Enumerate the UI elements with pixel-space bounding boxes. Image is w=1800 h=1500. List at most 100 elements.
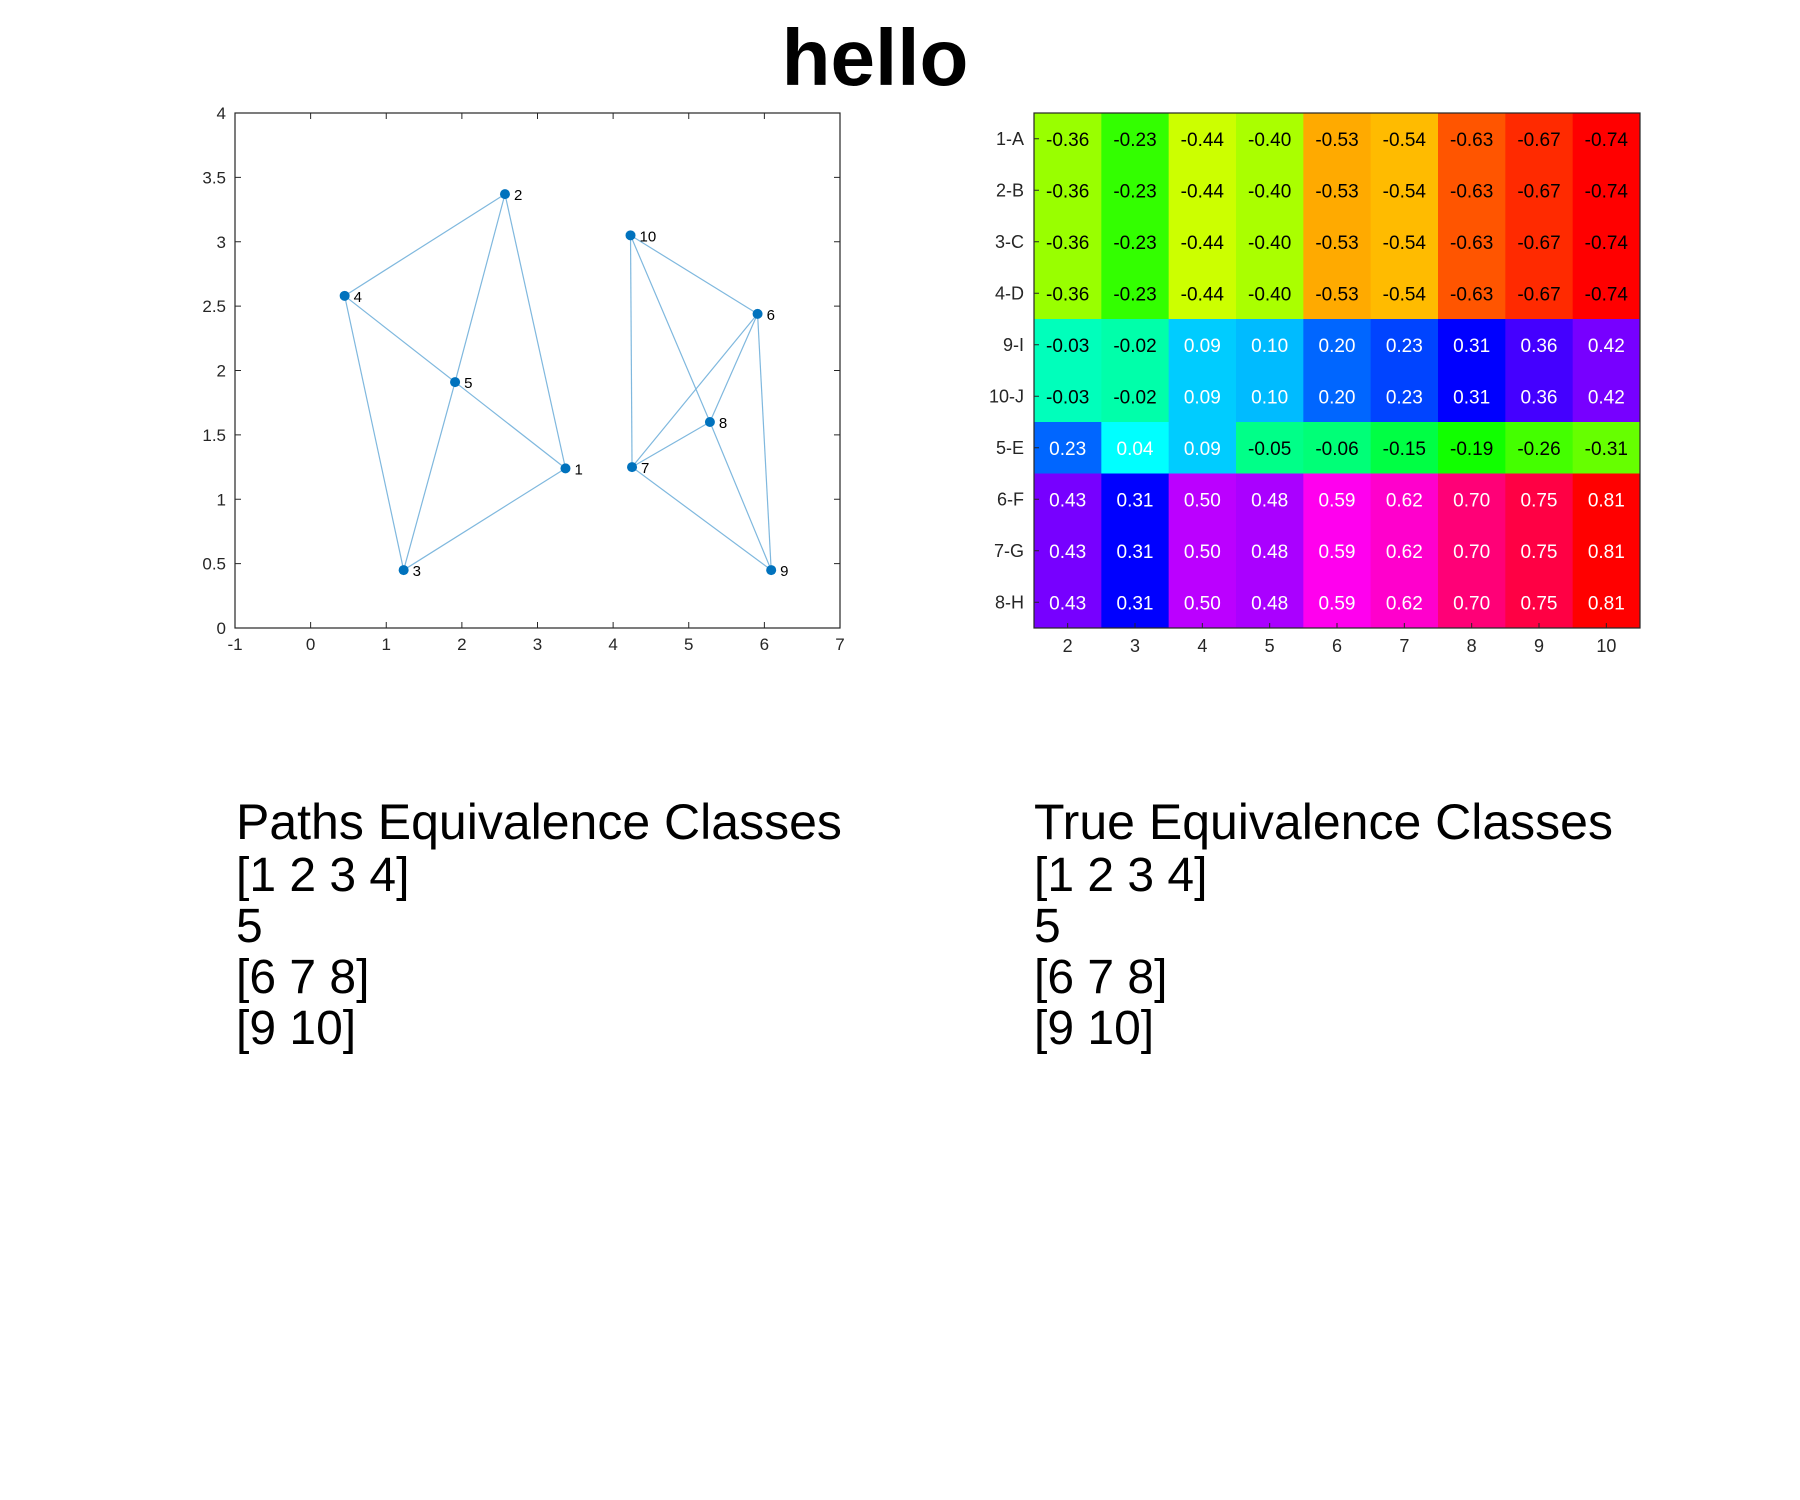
heatmap-cell-value: 0.59 bbox=[1319, 542, 1356, 563]
heatmap-cell bbox=[1370, 370, 1439, 423]
node-label: 4 bbox=[354, 289, 362, 306]
heatmap-cell-value: -0.63 bbox=[1450, 233, 1493, 254]
graph-edge bbox=[629, 235, 633, 468]
true-panel-title: True Equivalence Classes bbox=[1034, 794, 1613, 850]
heatmap-cell-value: -0.40 bbox=[1248, 130, 1291, 151]
heatmap-cell bbox=[1370, 525, 1439, 577]
heatmap-cell-value: 0.31 bbox=[1117, 490, 1154, 511]
heatmap-cell-value: 0.31 bbox=[1117, 593, 1154, 614]
heatmap-cell-value: 0.50 bbox=[1184, 490, 1221, 511]
heatmap-cell bbox=[1572, 267, 1641, 320]
heatmap-cell-value: 0.75 bbox=[1521, 490, 1558, 511]
heatmap-cell-value: 0.62 bbox=[1386, 490, 1423, 511]
x-tick-label: 2 bbox=[457, 635, 466, 654]
heatmap-row-label: 4-D bbox=[995, 283, 1024, 303]
heatmap-cell-value: -0.40 bbox=[1248, 181, 1291, 202]
heatmap-cell-value: -0.54 bbox=[1383, 284, 1427, 305]
heatmap-chart: -0.36 -0.23 -0.44 -0.40 -0.53 -0.54 -0.63 -0.67… bbox=[989, 112, 1641, 656]
x-tick-label: 6 bbox=[760, 635, 769, 654]
heatmap-cell bbox=[1303, 216, 1372, 268]
heatmap-cell-value: -0.44 bbox=[1181, 233, 1225, 254]
heatmap-cell bbox=[1505, 370, 1574, 423]
heatmap-cell-value: 0.31 bbox=[1453, 336, 1490, 357]
heatmap-row-label: 6-F bbox=[997, 489, 1024, 509]
main-title: hello bbox=[781, 13, 969, 102]
heatmap-cell-value: 0.20 bbox=[1319, 387, 1356, 408]
heatmap-cell bbox=[1034, 525, 1102, 577]
heatmap-cell bbox=[1438, 473, 1506, 526]
true-class-line: [1 2 3 4] bbox=[1034, 849, 1208, 902]
heatmap-cell-value: -0.40 bbox=[1248, 284, 1291, 305]
heatmap-cell-value: -0.36 bbox=[1046, 284, 1089, 305]
graph-edge bbox=[756, 313, 772, 571]
graph-node bbox=[339, 290, 350, 301]
heatmap-cell-value: 0.62 bbox=[1386, 542, 1423, 563]
graph-edge bbox=[454, 381, 566, 469]
heatmap-cell-value: 0.09 bbox=[1184, 387, 1221, 408]
heatmap-cell bbox=[1236, 113, 1304, 165]
heatmap-cell bbox=[1168, 422, 1237, 474]
heatmap-cell-value: -0.54 bbox=[1383, 130, 1427, 151]
heatmap-cell bbox=[1370, 164, 1439, 217]
heatmap-cell-value: -0.31 bbox=[1585, 439, 1628, 460]
heatmap-cell bbox=[1168, 525, 1237, 577]
heatmap-cell-value: -0.05 bbox=[1248, 439, 1291, 460]
y-tick-label: 4 bbox=[217, 104, 226, 123]
heatmap-cell bbox=[1303, 576, 1372, 629]
heatmap-cell bbox=[1303, 164, 1372, 217]
heatmap-cell bbox=[1101, 370, 1170, 423]
heatmap-cell-value: 0.20 bbox=[1319, 336, 1356, 357]
heatmap-cell bbox=[1168, 113, 1237, 165]
heatmap-cell-value: 0.09 bbox=[1184, 336, 1221, 357]
heatmap-cell-value: 0.31 bbox=[1117, 542, 1154, 563]
graph-node bbox=[398, 565, 409, 576]
heatmap-cell-value: 0.43 bbox=[1049, 490, 1086, 511]
paths-class-line: [6 7 8] bbox=[236, 951, 370, 1004]
heatmap-cell bbox=[1034, 473, 1102, 526]
heatmap-cell bbox=[1370, 576, 1439, 629]
graph-node bbox=[766, 565, 777, 576]
heatmap-cell bbox=[1572, 319, 1641, 371]
heatmap-cell-value: -0.63 bbox=[1450, 130, 1493, 151]
heatmap-cell bbox=[1303, 473, 1372, 526]
node-label: 6 bbox=[767, 307, 775, 324]
heatmap-cell-value: 0.10 bbox=[1251, 387, 1288, 408]
y-tick-label: 1 bbox=[217, 490, 226, 509]
heatmap-cell bbox=[1168, 473, 1237, 526]
x-tick-label: 5 bbox=[684, 635, 693, 654]
heatmap-cell bbox=[1370, 113, 1439, 165]
heatmap-cell-value: 0.10 bbox=[1251, 336, 1288, 357]
heatmap-cell-value: 0.70 bbox=[1453, 593, 1490, 614]
heatmap-cell bbox=[1505, 473, 1574, 526]
graph-edge bbox=[344, 295, 456, 383]
heatmap-cell bbox=[1303, 370, 1372, 423]
heatmap-col-label: 4 bbox=[1197, 636, 1207, 656]
heatmap-row-label: 2-B bbox=[996, 180, 1024, 200]
heatmap-cell bbox=[1572, 370, 1641, 423]
heatmap-col-label: 6 bbox=[1332, 636, 1342, 656]
graph-edge bbox=[344, 193, 506, 297]
node-label: 2 bbox=[514, 187, 522, 204]
graph-node bbox=[560, 463, 571, 474]
heatmap-cell bbox=[1236, 319, 1304, 371]
heatmap-cell bbox=[1034, 164, 1102, 217]
heatmap-cell bbox=[1168, 267, 1237, 320]
heatmap-cell bbox=[1438, 216, 1506, 268]
true-equivalence-panel: True Equivalence Classes [1 2 3 4] 5 [6 … bbox=[1034, 794, 1613, 1054]
heatmap-cell-value: -0.19 bbox=[1450, 439, 1493, 460]
heatmap-cell-value: 0.31 bbox=[1453, 387, 1490, 408]
heatmap-cell bbox=[1370, 267, 1439, 320]
heatmap-cell-value: -0.36 bbox=[1046, 181, 1089, 202]
heatmap-cell-value: 0.48 bbox=[1251, 490, 1288, 511]
heatmap-row-label: 7-G bbox=[994, 541, 1024, 561]
heatmap-cell-value: 0.04 bbox=[1117, 439, 1154, 460]
heatmap-cell-value: -0.67 bbox=[1517, 181, 1560, 202]
heatmap-cell bbox=[1438, 113, 1506, 165]
heatmap-col-label: 10 bbox=[1596, 636, 1616, 656]
heatmap-row-label: 10-J bbox=[989, 386, 1024, 406]
graph-node bbox=[627, 462, 638, 473]
graph-edge bbox=[631, 313, 759, 468]
heatmap-cell bbox=[1505, 525, 1574, 577]
plot-frame bbox=[234, 112, 841, 629]
paths-class-line: [1 2 3 4] bbox=[236, 849, 410, 902]
